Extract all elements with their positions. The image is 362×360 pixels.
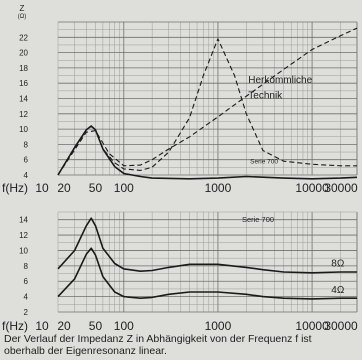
y-tick-label: 4 <box>24 171 29 180</box>
chart-2-series-1-line <box>57 217 357 274</box>
x-tick-label: 50 <box>89 319 103 333</box>
x-tick-label: 20 <box>57 319 71 333</box>
chart-1-series-3-line <box>57 27 358 176</box>
x-tick-label: 10 <box>35 181 49 195</box>
x-tick-label: 30000 <box>324 181 358 195</box>
caption-line-2: oberhalb der Eigenresonanz linear. <box>4 345 167 357</box>
y-tick-label: 18 <box>19 64 28 73</box>
y-tick-label: 16 <box>19 79 28 88</box>
y-tick-label: 6 <box>24 156 29 165</box>
x-tick-label: 100 <box>114 181 134 195</box>
chart-1-grid <box>57 21 358 176</box>
y-tick-label: 10 <box>19 246 28 255</box>
y-tick-label: 22 <box>19 33 28 42</box>
y-tick-label: 8 <box>24 140 29 149</box>
x-tick-label: 1000 <box>205 181 232 195</box>
y-tick-label: 4 <box>24 293 29 302</box>
chart-2-series-2-line <box>57 247 357 300</box>
y-tick-label: 12 <box>19 110 28 119</box>
x-tick-label: 50 <box>89 181 103 195</box>
y-tick-label: 6 <box>24 277 29 286</box>
y-axis-unit: (Ω) <box>18 14 26 20</box>
chart-1-annotation: Herkömmliche <box>248 75 312 86</box>
chart-1-series-2-line <box>57 38 357 176</box>
caption-line-1: Der Verlauf der Impedanz Z in Abhängigke… <box>4 333 312 345</box>
chart-2-title: Serie 700 <box>242 215 274 224</box>
x-tick-label: 100 <box>114 319 134 333</box>
chart-1-annotation: Serie 700 <box>250 159 278 166</box>
y-tick-label: 12 <box>19 231 28 240</box>
chart-2-annotation: 4Ω <box>331 285 345 296</box>
figure-caption: Der Verlauf der Impedanz Z in Abhängigke… <box>4 333 360 357</box>
x-tick-label: 1000 <box>205 319 232 333</box>
chart-1-annotation: Technik <box>248 91 283 102</box>
x-tick-label: 30000 <box>324 319 358 333</box>
y-tick-label: 2 <box>24 308 29 317</box>
x-tick-label: 10 <box>35 319 49 333</box>
y-tick-label: 8 <box>24 262 29 271</box>
x-tick-label: 10000 <box>295 181 329 195</box>
x-tick-label: 10000 <box>295 319 329 333</box>
y-axis-label: Z <box>20 4 25 13</box>
x-tick-label: 20 <box>57 181 71 195</box>
chart-2-grid <box>57 211 358 313</box>
x-axis-label: f(Hz) <box>2 181 28 195</box>
y-tick-label: 14 <box>19 95 28 104</box>
y-tick-label: 10 <box>19 125 28 134</box>
y-tick-label: 20 <box>19 49 28 58</box>
chart-2-annotation: 8Ω <box>331 259 345 270</box>
y-tick-label: 14 <box>19 216 28 225</box>
x-axis-label: f(Hz) <box>2 319 28 333</box>
